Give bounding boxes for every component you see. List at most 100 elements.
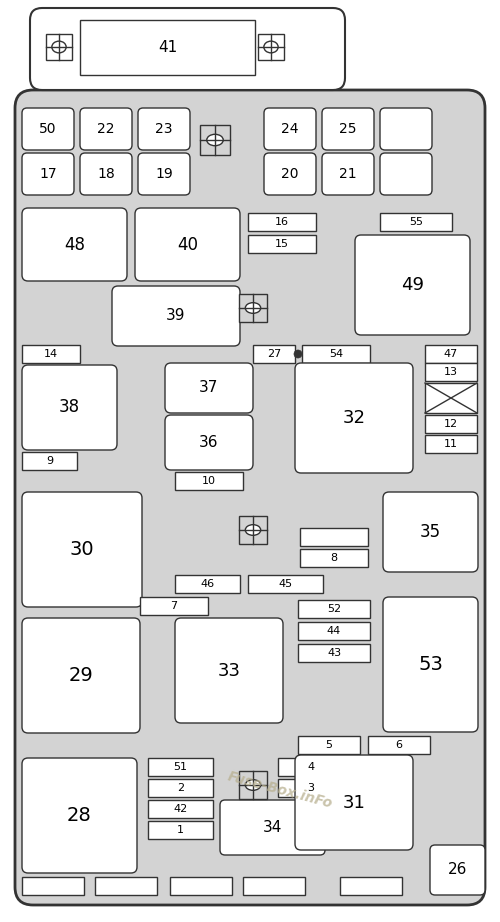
Text: 28: 28	[67, 806, 92, 825]
Bar	[80, 20, 255, 75]
Bar	[340, 877, 402, 895]
FancyBboxPatch shape	[264, 108, 316, 150]
Bar	[248, 235, 316, 253]
FancyBboxPatch shape	[175, 618, 283, 723]
Text: 14: 14	[44, 349, 58, 359]
FancyBboxPatch shape	[383, 597, 478, 732]
Text: 39: 39	[166, 309, 186, 324]
Text: 3: 3	[307, 783, 314, 793]
FancyBboxPatch shape	[15, 90, 485, 905]
Text: 33: 33	[218, 661, 240, 680]
Text: 45: 45	[278, 579, 292, 589]
Text: 47: 47	[444, 349, 458, 359]
FancyBboxPatch shape	[430, 845, 485, 895]
Text: 1: 1	[177, 825, 184, 835]
Bar	[239, 771, 267, 799]
FancyBboxPatch shape	[165, 415, 253, 470]
Bar	[300, 549, 368, 567]
Bar	[239, 294, 267, 322]
Text: 9: 9	[46, 456, 53, 466]
FancyBboxPatch shape	[22, 492, 142, 607]
Bar	[22, 345, 80, 363]
Bar	[425, 383, 477, 413]
Text: 48: 48	[64, 235, 85, 254]
Bar	[380, 213, 452, 231]
FancyBboxPatch shape	[322, 108, 374, 150]
Text: 16: 16	[275, 217, 289, 227]
Text: 6: 6	[396, 740, 402, 750]
FancyBboxPatch shape	[22, 108, 74, 150]
Bar	[175, 472, 243, 490]
FancyBboxPatch shape	[220, 800, 325, 855]
Text: 36: 36	[199, 435, 219, 450]
Text: 19: 19	[155, 167, 173, 181]
Text: 52: 52	[327, 604, 341, 614]
Text: 24: 24	[281, 122, 299, 136]
Bar	[368, 736, 430, 754]
Text: 23: 23	[155, 122, 173, 136]
Bar	[22, 877, 84, 895]
FancyBboxPatch shape	[22, 153, 74, 195]
Bar	[243, 877, 305, 895]
FancyBboxPatch shape	[80, 108, 132, 150]
Text: 22: 22	[97, 122, 115, 136]
Bar	[95, 877, 157, 895]
FancyBboxPatch shape	[295, 755, 413, 850]
Text: 18: 18	[97, 167, 115, 181]
Bar	[200, 125, 230, 155]
FancyBboxPatch shape	[380, 153, 432, 195]
Text: 12: 12	[444, 419, 458, 429]
FancyBboxPatch shape	[383, 492, 478, 572]
Bar	[425, 435, 477, 453]
Bar	[175, 575, 240, 593]
Bar	[425, 345, 477, 363]
FancyBboxPatch shape	[380, 108, 432, 150]
Text: 4: 4	[307, 762, 314, 772]
Text: 13: 13	[444, 367, 458, 377]
Text: 8: 8	[330, 553, 338, 563]
FancyBboxPatch shape	[80, 153, 132, 195]
Bar	[258, 34, 284, 60]
Ellipse shape	[246, 780, 260, 790]
FancyBboxPatch shape	[135, 208, 240, 281]
Text: 21: 21	[339, 167, 357, 181]
FancyBboxPatch shape	[138, 108, 190, 150]
Bar	[148, 821, 213, 839]
Text: 17: 17	[39, 167, 57, 181]
Text: 53: 53	[418, 655, 443, 674]
Text: Fuse-Box.inFo: Fuse-Box.inFo	[226, 769, 334, 810]
Text: 26: 26	[448, 862, 467, 878]
Text: 5: 5	[326, 740, 332, 750]
Text: 55: 55	[409, 217, 423, 227]
Bar	[253, 345, 295, 363]
FancyBboxPatch shape	[22, 365, 117, 450]
Bar	[298, 644, 370, 662]
FancyBboxPatch shape	[165, 363, 253, 413]
Text: 51: 51	[174, 762, 188, 772]
Bar	[22, 452, 77, 470]
Ellipse shape	[264, 41, 278, 53]
Ellipse shape	[246, 302, 260, 313]
Text: 35: 35	[420, 523, 441, 541]
Text: 49: 49	[401, 276, 424, 294]
Bar	[248, 213, 316, 231]
Ellipse shape	[246, 525, 260, 536]
Bar	[298, 600, 370, 618]
Text: 7: 7	[170, 601, 177, 611]
Bar	[302, 345, 370, 363]
FancyBboxPatch shape	[22, 208, 127, 281]
FancyBboxPatch shape	[355, 235, 470, 335]
Ellipse shape	[52, 41, 66, 53]
Text: 15: 15	[275, 239, 289, 249]
Text: 11: 11	[444, 439, 458, 449]
FancyBboxPatch shape	[322, 153, 374, 195]
Text: 42: 42	[174, 804, 188, 814]
Text: 34: 34	[263, 820, 282, 835]
Text: 30: 30	[70, 540, 94, 559]
Bar	[298, 736, 360, 754]
Text: 37: 37	[200, 381, 218, 396]
Text: 40: 40	[177, 235, 198, 254]
Bar	[140, 597, 208, 615]
Text: 29: 29	[68, 666, 94, 685]
Bar	[278, 758, 343, 776]
